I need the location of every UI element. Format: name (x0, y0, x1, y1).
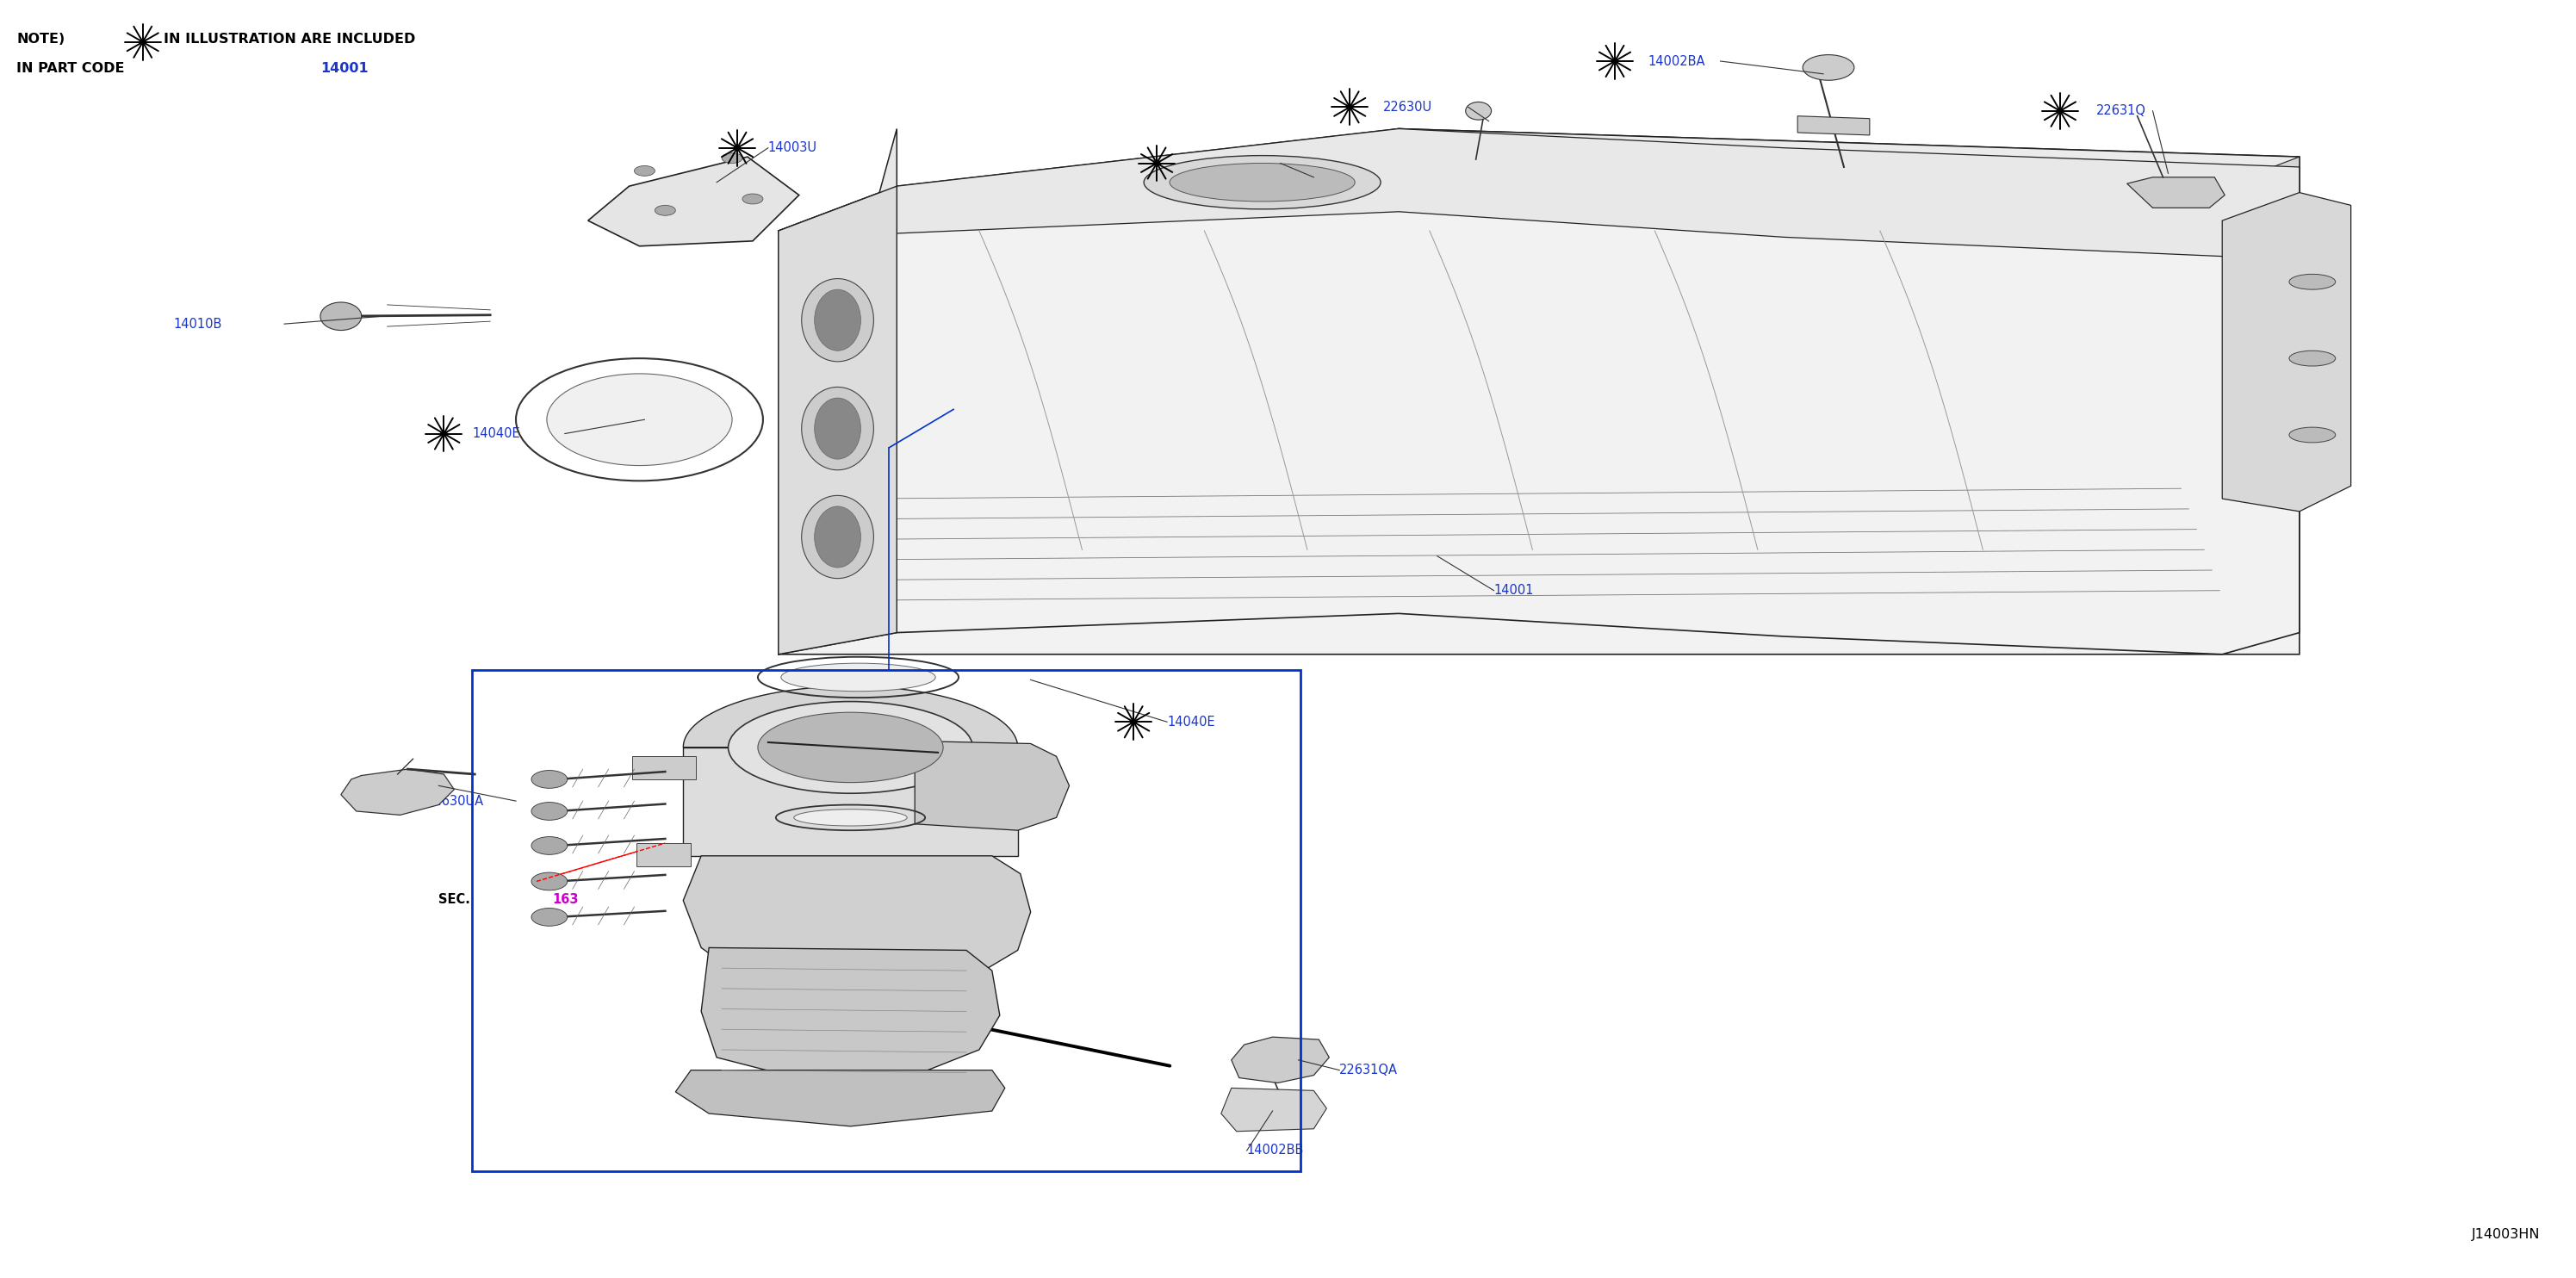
Ellipse shape (1466, 102, 1492, 120)
Circle shape (139, 41, 147, 43)
Bar (471, 670, 1301, 1171)
Circle shape (654, 206, 675, 216)
Circle shape (1613, 60, 1618, 63)
Circle shape (742, 194, 762, 204)
Text: 14002BB: 14002BB (1247, 1144, 1303, 1157)
Polygon shape (2223, 193, 2352, 511)
Polygon shape (1798, 116, 1870, 135)
Text: 14040E: 14040E (1167, 716, 1216, 728)
Text: 14010B: 14010B (173, 317, 222, 331)
Ellipse shape (729, 702, 974, 794)
Circle shape (531, 873, 567, 891)
Ellipse shape (1170, 164, 1355, 202)
Polygon shape (683, 748, 1018, 856)
Polygon shape (2223, 157, 2300, 221)
Polygon shape (778, 129, 2300, 654)
Polygon shape (778, 129, 2300, 257)
Text: 22631Q: 22631Q (2097, 105, 2146, 118)
Circle shape (1154, 161, 1159, 165)
Text: 14001: 14001 (319, 63, 368, 75)
Polygon shape (675, 1070, 1005, 1126)
Polygon shape (896, 129, 2300, 231)
Circle shape (1803, 55, 1855, 81)
Polygon shape (631, 757, 696, 780)
Ellipse shape (2290, 275, 2336, 290)
Ellipse shape (1144, 156, 1381, 210)
Polygon shape (636, 843, 690, 866)
Circle shape (531, 771, 567, 789)
Polygon shape (701, 948, 999, 1075)
Text: 14035+A: 14035+A (1190, 157, 1249, 170)
Ellipse shape (801, 387, 873, 470)
Text: 14003U: 14003U (768, 142, 817, 155)
Text: 14001: 14001 (1494, 584, 1533, 597)
Text: 163: 163 (551, 893, 577, 906)
Text: NOTE): NOTE) (15, 33, 64, 46)
Circle shape (546, 373, 732, 465)
Circle shape (634, 166, 654, 176)
Circle shape (734, 146, 739, 150)
Ellipse shape (793, 809, 907, 826)
Polygon shape (778, 129, 2300, 654)
Text: 22631QA: 22631QA (1340, 1063, 1399, 1076)
Text: 14040E: 14040E (471, 427, 520, 440)
Text: 14002BA: 14002BA (1649, 55, 1705, 68)
Circle shape (531, 909, 567, 927)
Text: IN PART CODE: IN PART CODE (15, 63, 124, 75)
Ellipse shape (814, 397, 860, 459)
Ellipse shape (814, 506, 860, 567)
Text: 22630U: 22630U (1383, 101, 1432, 114)
Polygon shape (914, 741, 1069, 831)
Ellipse shape (319, 302, 361, 330)
Text: SEC.: SEC. (438, 893, 471, 906)
Polygon shape (778, 187, 896, 654)
Polygon shape (2128, 178, 2226, 208)
Text: J14003HN: J14003HN (2473, 1228, 2540, 1241)
Text: 22630UA: 22630UA (425, 795, 484, 808)
Polygon shape (1221, 1088, 1327, 1131)
Polygon shape (683, 856, 1030, 996)
Circle shape (531, 803, 567, 820)
Ellipse shape (801, 496, 873, 579)
Polygon shape (1231, 1036, 1329, 1082)
Circle shape (440, 432, 448, 436)
Circle shape (721, 153, 742, 164)
Ellipse shape (2290, 427, 2336, 442)
Circle shape (1131, 721, 1136, 723)
Polygon shape (683, 686, 1018, 748)
Ellipse shape (814, 290, 860, 350)
Polygon shape (587, 157, 799, 247)
Text: IN ILLUSTRATION ARE INCLUDED: IN ILLUSTRATION ARE INCLUDED (162, 33, 415, 46)
Polygon shape (778, 129, 896, 652)
Polygon shape (340, 769, 453, 815)
Ellipse shape (801, 279, 873, 362)
Ellipse shape (781, 663, 935, 691)
Circle shape (1347, 106, 1352, 109)
Circle shape (531, 837, 567, 855)
Ellipse shape (757, 712, 943, 782)
Circle shape (2056, 110, 2063, 112)
Ellipse shape (2290, 350, 2336, 366)
